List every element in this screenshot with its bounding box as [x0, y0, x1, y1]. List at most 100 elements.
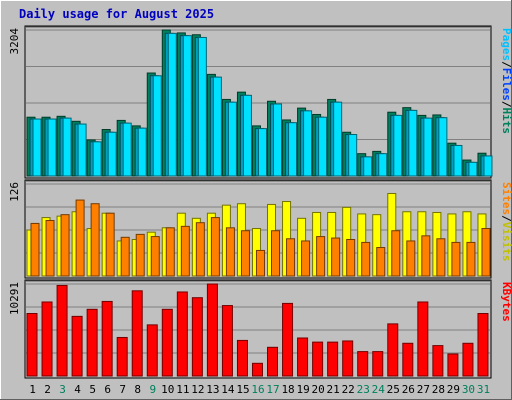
middle-legend-entry: Visits [500, 222, 512, 262]
x-tick-label-28: 28 [432, 383, 445, 396]
middle-bar-sites-26 [406, 240, 416, 277]
top-bar-hits-27 [423, 117, 433, 177]
middle-bar-sites-4 [75, 199, 85, 277]
x-tick-label-8: 8 [134, 383, 141, 396]
x-tick-label-23: 23 [357, 383, 370, 396]
top-bar-hits-31 [483, 155, 493, 177]
bottom-legend: KBytes [500, 282, 512, 322]
x-tick-label-29: 29 [447, 383, 460, 396]
bottom-bar-kbytes-5 [86, 308, 98, 377]
bottom-bar-kbytes-26 [402, 342, 414, 377]
x-tick-label-16: 16 [251, 383, 264, 396]
top-bar-hits-10 [167, 32, 177, 177]
middle-bar-sites-20 [316, 236, 326, 277]
chart-title: Daily usage for August 2025 [19, 7, 214, 21]
bottom-bar-kbytes-27 [417, 301, 429, 377]
bottom-bar-kbytes-4 [71, 315, 83, 377]
panel-top: 3204 Pages/Files/Hits [8, 25, 512, 179]
middle-bar-sites-11 [180, 225, 190, 277]
bottom-bar-kbytes-1 [26, 313, 38, 377]
top-bar-hits-23 [363, 156, 373, 177]
top-bar-hits-15 [242, 94, 252, 177]
middle-bar-sites-2 [45, 220, 55, 277]
middle-bar-sites-3 [60, 214, 70, 277]
x-tick-label-15: 15 [236, 383, 249, 396]
middle-bar-sites-27 [421, 235, 431, 277]
x-tick-label-26: 26 [402, 383, 415, 396]
middle-bar-sites-1 [30, 222, 40, 277]
middle-bar-sites-23 [361, 241, 371, 277]
x-tick-label-7: 7 [119, 383, 126, 396]
middle-legend: Sites/Visits [500, 182, 512, 262]
bottom-bar-kbytes-3 [56, 284, 68, 377]
bottom-bar-kbytes-30 [462, 342, 474, 377]
bottom-bar-kbytes-15 [236, 339, 248, 377]
x-tick-label-21: 21 [327, 383, 340, 396]
bottom-bar-kbytes-14 [221, 305, 233, 377]
middle-bar-sites-25 [391, 230, 401, 277]
bottom-ymax-label: 10291 [8, 282, 21, 315]
top-bar-hits-21 [333, 101, 343, 177]
middle-bar-sites-5 [90, 203, 100, 277]
top-bar-hits-29 [453, 144, 463, 177]
top-bar-hits-5 [92, 141, 102, 177]
top-legend: Pages/Files/Hits [500, 28, 512, 134]
top-bar-hits-3 [62, 117, 72, 177]
x-tick-label-20: 20 [312, 383, 325, 396]
x-tick-label-13: 13 [206, 383, 219, 396]
bottom-bar-kbytes-22 [342, 340, 354, 377]
middle-bar-sites-19 [301, 240, 311, 277]
top-bar-hits-14 [227, 101, 237, 177]
top-bar-hits-18 [288, 122, 298, 177]
middle-bar-sites-6 [105, 212, 115, 277]
top-bar-hits-1 [32, 118, 42, 177]
top-bar-hits-28 [438, 117, 448, 177]
top-bar-hits-30 [468, 161, 478, 177]
top-bar-hits-12 [197, 36, 207, 177]
top-legend-entry: / [500, 101, 512, 108]
top-bar-hits-22 [348, 134, 358, 177]
middle-bar-sites-18 [286, 238, 296, 277]
middle-bar-sites-16 [255, 249, 265, 277]
bottom-legend-entry: KBytes [500, 282, 512, 322]
top-ymax-label: 3204 [8, 28, 21, 55]
top-bar-hits-25 [393, 114, 403, 177]
middle-bar-sites-9 [150, 236, 160, 277]
x-tick-label-4: 4 [74, 383, 81, 396]
bottom-bar-kbytes-31 [477, 313, 489, 377]
top-bar-hits-4 [77, 123, 87, 177]
x-tick-label-14: 14 [221, 383, 235, 396]
bottom-bar-kbytes-20 [312, 341, 324, 377]
middle-bar-sites-13 [210, 217, 220, 277]
bottom-bar-kbytes-7 [116, 336, 128, 377]
x-tick-label-19: 19 [296, 383, 309, 396]
middle-bar-sites-10 [165, 227, 175, 277]
x-tick-label-3: 3 [59, 383, 66, 396]
x-tick-label-27: 27 [417, 383, 430, 396]
x-tick-label-6: 6 [104, 383, 111, 396]
top-bar-hits-8 [137, 127, 147, 177]
top-bar-hits-24 [378, 153, 388, 177]
top-bar-hits-16 [257, 128, 267, 177]
middle-bar-sites-15 [240, 230, 250, 277]
bottom-bar-kbytes-8 [131, 290, 143, 377]
middle-legend-entry: Sites [500, 182, 512, 215]
middle-bar-sites-14 [225, 227, 235, 277]
bottom-bar-kbytes-11 [176, 291, 188, 377]
middle-bar-sites-8 [135, 233, 145, 277]
bottom-bar-kbytes-25 [387, 323, 399, 377]
x-tick-label-24: 24 [372, 383, 386, 396]
top-bar-hits-11 [182, 35, 192, 177]
middle-bar-sites-22 [346, 238, 356, 277]
middle-bar-sites-7 [120, 236, 130, 277]
x-tick-label-12: 12 [191, 383, 204, 396]
bottom-bar-kbytes-12 [191, 297, 203, 377]
top-bar-hits-19 [303, 110, 313, 177]
middle-bar-sites-29 [451, 241, 461, 277]
top-legend-entry: Hits [500, 108, 512, 135]
bottom-bar-kbytes-24 [372, 351, 384, 377]
x-axis-labels: 1 2 3 4 5 6 7 8 9 10 11 12 13 14 15 16 17 18 19 20 21 22 23 24 2… [29, 383, 490, 396]
bottom-bar-kbytes-29 [447, 353, 459, 377]
bottom-bar-kbytes-9 [146, 324, 158, 377]
